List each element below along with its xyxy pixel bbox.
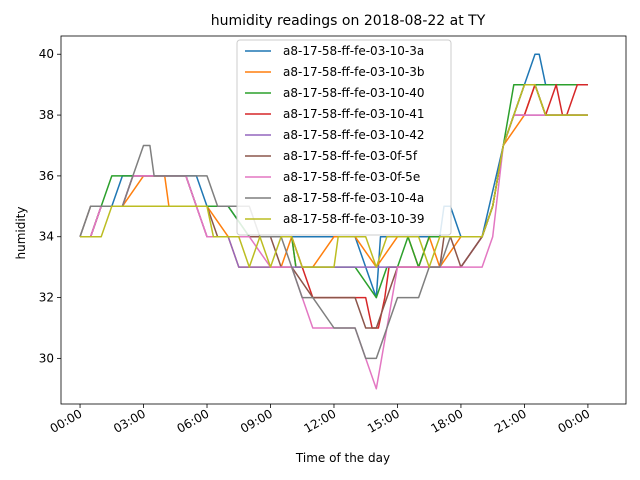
x-axis: 00:00 03:00 06:00 09:00 12:00 15:00 18:00 21:00… bbox=[48, 404, 592, 436]
x-tick-label: 03:00 bbox=[111, 406, 148, 435]
y-tick-label: 36 bbox=[39, 169, 54, 183]
legend-label: a8-17-58-ff-fe-03-10-3b bbox=[283, 65, 425, 79]
x-tick-label: 12:00 bbox=[302, 406, 339, 435]
legend-label: a8-17-58-ff-fe-03-10-39 bbox=[283, 212, 425, 226]
legend-box bbox=[236, 39, 452, 236]
y-tick-label: 38 bbox=[39, 108, 54, 122]
y-tick-label: 30 bbox=[39, 351, 54, 365]
y-axis-title: humidity bbox=[14, 207, 28, 260]
x-tick-label: 15:00 bbox=[365, 406, 402, 435]
y-tick-label: 34 bbox=[39, 230, 54, 244]
legend-label: a8-17-58-ff-fe-03-10-40 bbox=[283, 86, 425, 100]
x-tick-label: 00:00 bbox=[555, 406, 592, 435]
legend-label: a8-17-58-ff-fe-03-0f-5f bbox=[283, 149, 418, 163]
x-tick-label: 21:00 bbox=[492, 406, 529, 435]
y-axis: 30 32 34 36 38 40 bbox=[39, 47, 61, 365]
legend: a8-17-58-ff-fe-03-10-3a a8-17-58-ff-fe-03… bbox=[236, 39, 452, 236]
legend-label: a8-17-58-ff-fe-03-0f-5e bbox=[283, 170, 420, 184]
y-tick-label: 40 bbox=[39, 47, 54, 61]
x-tick-label: 06:00 bbox=[175, 406, 212, 435]
x-tick-label: 00:00 bbox=[48, 406, 85, 435]
x-axis-title: Time of the day bbox=[295, 451, 390, 465]
plot-frame bbox=[60, 35, 627, 405]
legend-label: a8-17-58-ff-fe-03-10-41 bbox=[283, 107, 425, 121]
legend-label: a8-17-58-ff-fe-03-10-42 bbox=[283, 128, 425, 142]
x-tick-label: 09:00 bbox=[238, 406, 275, 435]
legend-label: a8-17-58-ff-fe-03-10-3a bbox=[283, 44, 424, 58]
x-tick-label: 18:00 bbox=[428, 406, 465, 435]
chart-title: humidity readings on 2018-08-22 at TY bbox=[211, 13, 486, 29]
y-tick-label: 32 bbox=[39, 291, 54, 305]
series-line-8 bbox=[80, 83, 588, 268]
plot-lines bbox=[79, 53, 588, 390]
legend-label: a8-17-58-ff-fe-03-10-4a bbox=[283, 191, 424, 205]
